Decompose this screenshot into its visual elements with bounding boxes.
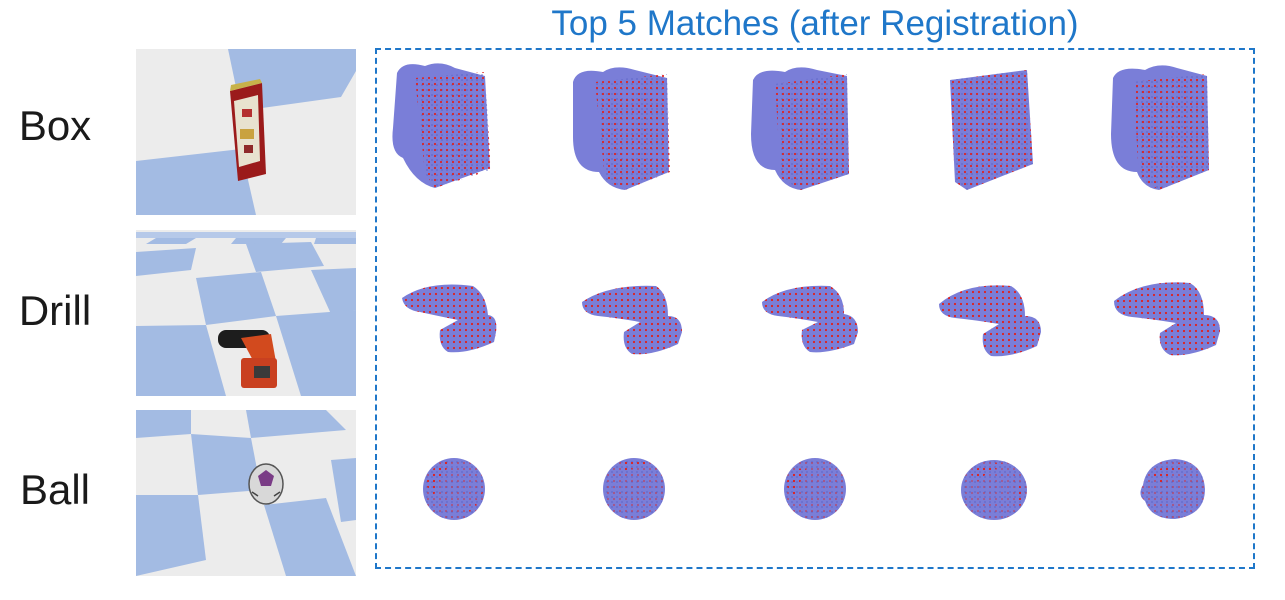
- drill-match-1: [402, 284, 497, 353]
- drill-match-3: [762, 285, 858, 353]
- drill-match-2: [582, 285, 682, 355]
- row-label-ball: Ball: [19, 466, 91, 513]
- scene-image-drill: [136, 230, 356, 396]
- cereal-box-object: [230, 79, 266, 181]
- drill-match-4: [939, 285, 1041, 357]
- box-match-1: [392, 63, 491, 188]
- matches-frame: [375, 48, 1255, 569]
- row-label-drill: Drill: [18, 287, 92, 334]
- ball-match-1: [423, 458, 485, 520]
- box-match-5: [1111, 65, 1209, 190]
- row-label-box: Box: [18, 102, 92, 149]
- power-drill-object: [218, 330, 277, 388]
- soccer-ball-object: [248, 463, 284, 505]
- drill-match-5: [1114, 282, 1220, 356]
- box-match-3: [751, 67, 849, 190]
- figure-title: Top 5 Matches (after Registration): [551, 4, 1079, 43]
- scene-image-ball: [136, 410, 356, 576]
- ball-match-5: [1140, 459, 1205, 519]
- ball-match-3: [784, 458, 846, 520]
- ball-match-2: [603, 458, 665, 520]
- box-match-2: [573, 67, 670, 190]
- ball-match-4: [961, 460, 1027, 520]
- scene-image-box: [136, 49, 356, 215]
- box-match-4: [950, 70, 1033, 190]
